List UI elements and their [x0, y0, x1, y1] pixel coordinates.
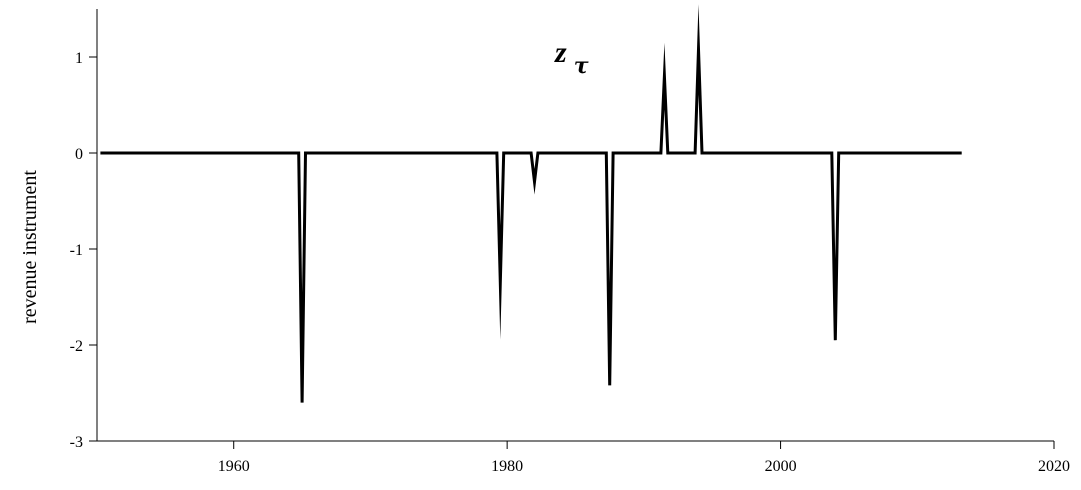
x-tick-label: 1980 — [491, 458, 523, 475]
y-tick-label: 0 — [75, 146, 83, 163]
ticks: 1960 1980 2000 2020 1 0 -1 -2 -3 — [70, 50, 1070, 475]
y-tick-label: -3 — [70, 434, 83, 451]
annotation-main: z — [554, 36, 567, 69]
series — [100, 4, 962, 403]
y-tick-label: -2 — [70, 338, 83, 355]
x-tick-label: 2020 — [1038, 458, 1070, 475]
y-axis-title: revenue instrument — [19, 170, 41, 324]
y-tick-label: 1 — [75, 50, 83, 67]
annotation-subscript: τ — [574, 53, 589, 79]
x-tick-label: 1960 — [218, 458, 250, 475]
series-annotation: z τ — [554, 36, 589, 79]
x-tick-label: 2000 — [765, 458, 797, 475]
axes — [96, 9, 1054, 442]
series-line — [100, 4, 962, 403]
y-tick-label: -1 — [70, 242, 83, 259]
